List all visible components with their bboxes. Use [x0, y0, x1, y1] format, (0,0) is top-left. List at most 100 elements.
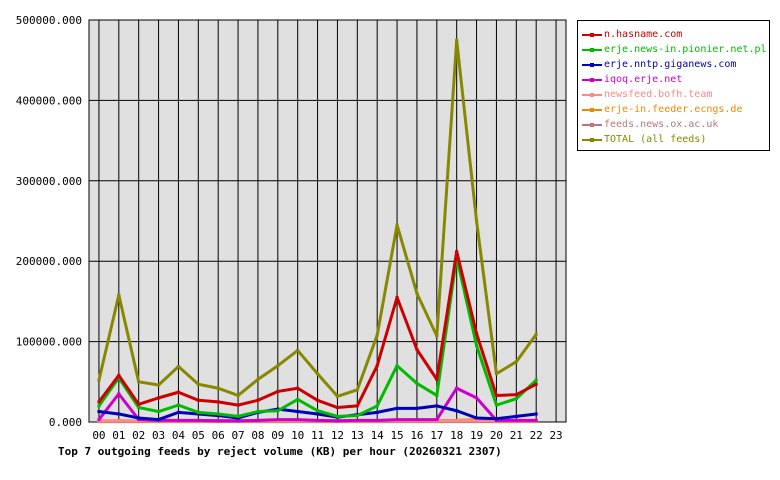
x-tick-label: 11: [311, 429, 324, 442]
data-point-erje-nntp-giganews-com: [534, 412, 538, 416]
x-tick-label: 23: [549, 429, 562, 442]
legend-swatch: [582, 121, 602, 129]
legend-label: iqoq.erje.net: [604, 74, 683, 85]
data-point-n-hasname-com: [534, 382, 538, 386]
data-point-total-all-feeds-: [455, 38, 459, 42]
data-point-n-hasname-com: [176, 390, 180, 394]
data-point-total-all-feeds-: [176, 365, 180, 369]
data-point-iqoq-erje-net: [435, 418, 439, 422]
data-point-iqoq-erje-net: [316, 418, 320, 422]
data-point-erje-nntp-giganews-com: [375, 410, 379, 414]
legend-swatch: [582, 106, 602, 114]
data-point-iqoq-erje-net: [335, 419, 339, 423]
legend-item-erje-news-in-pionier-net-pl: erje.news-in.pionier.net.pl: [578, 42, 769, 57]
data-point-total-all-feeds-: [494, 372, 498, 376]
data-point-iqoq-erje-net: [176, 418, 180, 422]
x-tick-label: 05: [192, 429, 205, 442]
data-point-erje-news-in-pionier-net-pl: [137, 406, 141, 410]
data-point-n-hasname-com: [475, 332, 479, 336]
data-point-iqoq-erje-net: [514, 418, 518, 422]
data-point-n-hasname-com: [375, 364, 379, 368]
x-tick-label: 17: [430, 429, 443, 442]
legend-label: erje.news-in.pionier.net.pl: [604, 44, 767, 55]
data-point-total-all-feeds-: [355, 388, 359, 392]
legend-swatch: [582, 136, 602, 144]
data-point-n-hasname-com: [514, 393, 518, 397]
x-tick-label: 22: [530, 429, 543, 442]
legend-label: feeds.news.ox.ac.uk: [604, 119, 719, 130]
data-point-n-hasname-com: [196, 398, 200, 402]
data-point-n-hasname-com: [395, 295, 399, 299]
data-point-erje-news-in-pionier-net-pl: [196, 410, 200, 414]
data-point-erje-news-in-pionier-net-pl: [335, 414, 339, 418]
x-tick-label: 07: [231, 429, 244, 442]
data-point-total-all-feeds-: [276, 364, 280, 368]
data-point-iqoq-erje-net: [137, 418, 141, 422]
data-point-erje-nntp-giganews-com: [176, 410, 180, 414]
data-point-iqoq-erje-net: [375, 418, 379, 422]
data-point-total-all-feeds-: [514, 360, 518, 364]
data-point-erje-news-in-pionier-net-pl: [494, 403, 498, 407]
legend-swatch: [582, 46, 602, 54]
data-point-iqoq-erje-net: [296, 418, 300, 422]
data-point-erje-nntp-giganews-com: [415, 406, 419, 410]
data-point-n-hasname-com: [355, 404, 359, 408]
data-point-total-all-feeds-: [117, 293, 121, 297]
data-point-erje-news-in-pionier-net-pl: [296, 397, 300, 401]
data-point-erje-news-in-pionier-net-pl: [176, 403, 180, 407]
x-tick-label: 19: [470, 429, 483, 442]
data-point-n-hasname-com: [97, 400, 101, 404]
data-point-erje-nntp-giganews-com: [455, 409, 459, 413]
data-point-erje-nntp-giganews-com: [137, 416, 141, 420]
series-group: [97, 38, 538, 424]
data-point-iqoq-erje-net: [236, 419, 240, 423]
x-tick-label: 08: [251, 429, 264, 442]
y-axis-ticks: 0.000 100000.000 200000.000 300000.000 40000…: [16, 14, 82, 429]
x-tick-label: 02: [132, 429, 145, 442]
data-point-iqoq-erje-net: [534, 418, 538, 422]
data-point-total-all-feeds-: [316, 372, 320, 376]
data-point-erje-news-in-pionier-net-pl: [276, 409, 280, 413]
data-point-newsfeed-bofh-team: [117, 419, 121, 423]
data-point-iqoq-erje-net: [196, 418, 200, 422]
data-point-total-all-feeds-: [157, 383, 161, 387]
data-point-erje-news-in-pionier-net-pl: [236, 414, 240, 418]
data-point-iqoq-erje-net: [395, 418, 399, 422]
data-point-erje-news-in-pionier-net-pl: [534, 378, 538, 382]
legend-label: erje.nntp.giganews.com: [604, 59, 737, 70]
data-point-erje-nntp-giganews-com: [117, 412, 121, 416]
x-tick-label: 18: [450, 429, 463, 442]
y-tick-label: 100000.000: [16, 336, 82, 349]
data-point-iqoq-erje-net: [256, 418, 260, 422]
data-point-erje-news-in-pionier-net-pl: [435, 393, 439, 397]
data-point-total-all-feeds-: [97, 378, 101, 382]
x-tick-label: 04: [172, 429, 186, 442]
data-point-erje-news-in-pionier-net-pl: [514, 397, 518, 401]
legend-item-total-all-feeds-: TOTAL (all feeds): [578, 132, 769, 147]
data-point-n-hasname-com: [117, 373, 121, 377]
legend-swatch: [582, 76, 602, 84]
data-point-total-all-feeds-: [236, 393, 240, 397]
x-tick-label: 06: [212, 429, 225, 442]
data-point-iqoq-erje-net: [97, 418, 101, 422]
data-point-total-all-feeds-: [216, 386, 220, 390]
plot-area: [88, 19, 567, 423]
data-point-newsfeed-bofh-team: [475, 419, 479, 423]
data-point-n-hasname-com: [157, 396, 161, 400]
data-point-erje-news-in-pionier-net-pl: [395, 364, 399, 368]
data-point-total-all-feeds-: [534, 332, 538, 336]
legend: n.hasname.com erje.news-in.pionier.net.pl…: [577, 20, 770, 151]
data-point-total-all-feeds-: [415, 291, 419, 295]
data-point-erje-nntp-giganews-com: [494, 417, 498, 421]
y-tick-label: 300000.000: [16, 175, 82, 188]
data-point-total-all-feeds-: [196, 382, 200, 386]
data-point-erje-nntp-giganews-com: [157, 418, 161, 422]
data-point-n-hasname-com: [415, 348, 419, 352]
legend-swatch: [582, 61, 602, 69]
data-point-erje-nntp-giganews-com: [475, 416, 479, 420]
data-point-total-all-feeds-: [395, 223, 399, 227]
y-tick-label: 0.000: [49, 416, 82, 429]
data-point-n-hasname-com: [494, 393, 498, 397]
x-tick-label: 16: [410, 429, 423, 442]
data-point-n-hasname-com: [276, 389, 280, 393]
